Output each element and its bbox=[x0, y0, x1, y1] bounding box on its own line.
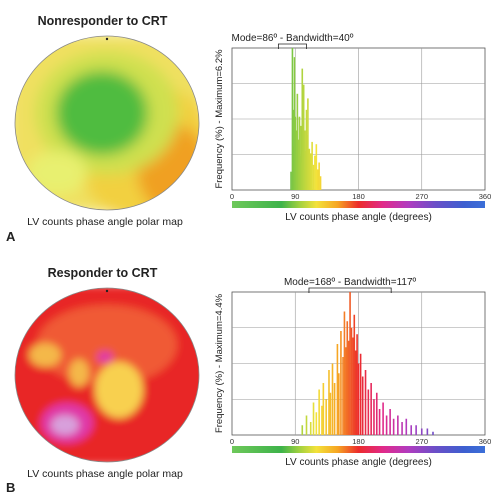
histogram-bar bbox=[331, 363, 334, 435]
x-axis-label: LV counts phase angle (degrees) bbox=[285, 212, 432, 223]
bandwidth-bracket bbox=[277, 43, 307, 49]
phase-color-bar bbox=[232, 201, 485, 208]
histogram-bar bbox=[312, 164, 315, 190]
panel-b: Responder to CRT LV counts phase angle p… bbox=[0, 252, 500, 495]
x-axis-label: LV counts phase angle (degrees) bbox=[285, 457, 432, 468]
histogram-bar bbox=[343, 311, 346, 435]
polar-map-caption: LV counts phase angle polar map bbox=[27, 468, 183, 480]
polar-map-title: Responder to CRT bbox=[47, 266, 158, 280]
histogram-bar bbox=[325, 399, 327, 435]
histogram-bar bbox=[389, 409, 391, 435]
histogram-bar bbox=[356, 334, 358, 435]
histogram-bar bbox=[382, 402, 384, 435]
histogram-bar bbox=[405, 418, 408, 435]
histogram-bar bbox=[352, 337, 354, 435]
histogram-bar bbox=[346, 321, 349, 435]
histogram-bar bbox=[321, 405, 323, 435]
histogram-bar bbox=[385, 415, 388, 435]
x-tick-label: 90 bbox=[291, 192, 299, 201]
mode-bandwidth-annotation: Mode=168º - Bandwidth=117º bbox=[284, 277, 417, 288]
histogram-bar bbox=[328, 370, 330, 435]
histogram-bar bbox=[315, 144, 318, 190]
histogram-bar bbox=[309, 422, 312, 435]
histogram-bar bbox=[432, 431, 434, 435]
histogram-bar bbox=[333, 383, 336, 435]
mode-bandwidth-annotation: Mode=86º - Bandwidth=40º bbox=[232, 33, 354, 44]
polar-map-responder bbox=[14, 287, 200, 463]
y-axis-label: Frequency (%) - Maximum=6.2% bbox=[214, 49, 225, 189]
polar-map-title: Nonresponder to CRT bbox=[37, 14, 168, 28]
phase-color-bar bbox=[232, 446, 485, 453]
histogram-bar bbox=[342, 357, 344, 435]
histogram-nonresponder: 0 90 180 270 360 LV counts phase angle (degre… bbox=[214, 33, 492, 223]
histogram-bar bbox=[397, 415, 399, 435]
histogram-bar bbox=[301, 68, 304, 190]
histogram-bar bbox=[305, 415, 308, 435]
histogram-bar bbox=[349, 292, 351, 435]
x-tick-label: 0 bbox=[230, 192, 234, 201]
histogram-bar bbox=[300, 125, 302, 190]
histogram-bar bbox=[354, 350, 357, 435]
histogram-bar bbox=[307, 98, 309, 190]
bandwidth-bracket bbox=[308, 287, 392, 293]
x-tick-label: 270 bbox=[415, 192, 428, 201]
histogram-bar bbox=[338, 373, 340, 435]
histogram-bar bbox=[347, 340, 350, 435]
histogram-bar bbox=[415, 425, 417, 435]
panel-letter: A bbox=[6, 229, 16, 244]
histogram-bar bbox=[359, 353, 362, 435]
x-tick-label: 180 bbox=[352, 437, 365, 446]
histogram-bar bbox=[426, 428, 429, 435]
histogram-bar bbox=[378, 409, 381, 435]
histogram-bar bbox=[296, 93, 299, 190]
histogram-responder: 0 90 180 270 360 LV counts phase angle (degre… bbox=[214, 277, 492, 468]
histogram-bar bbox=[410, 425, 413, 435]
histogram-bar bbox=[314, 155, 316, 190]
histogram-bar bbox=[319, 176, 322, 190]
histogram-bar bbox=[298, 116, 301, 190]
histogram-bar bbox=[373, 399, 375, 435]
panel-letter: B bbox=[6, 480, 16, 495]
y-axis-label: Frequency (%) - Maximum=4.4% bbox=[214, 293, 225, 433]
x-tick-label: 360 bbox=[479, 437, 492, 446]
histogram-bar bbox=[329, 392, 332, 435]
histogram-bar bbox=[312, 402, 315, 435]
histogram-bar bbox=[308, 148, 311, 190]
histogram-bar bbox=[336, 344, 339, 435]
histogram-bar bbox=[322, 383, 325, 435]
histogram-bar bbox=[420, 428, 423, 435]
histogram-bar bbox=[340, 331, 342, 435]
histogram-bar bbox=[375, 392, 378, 435]
histogram-bar bbox=[401, 422, 403, 435]
histogram-bar bbox=[316, 169, 319, 190]
histogram-bar bbox=[290, 171, 292, 190]
panel-a: Nonresponder to CRT LV counts phase angl… bbox=[0, 0, 500, 245]
x-tick-label: 270 bbox=[415, 437, 428, 446]
histogram-bar bbox=[309, 153, 312, 190]
x-tick-label: 180 bbox=[352, 192, 365, 201]
histogram-bar bbox=[357, 363, 360, 435]
histogram-bar bbox=[302, 84, 305, 190]
histogram-bar bbox=[315, 412, 318, 435]
histogram-bar bbox=[350, 327, 353, 435]
histogram-bar bbox=[361, 376, 364, 435]
histogram-bar bbox=[392, 418, 395, 435]
histogram-bar bbox=[353, 314, 356, 435]
histogram-bar bbox=[370, 383, 372, 435]
x-tick-label: 0 bbox=[230, 437, 234, 446]
histogram-bar bbox=[311, 141, 313, 190]
histogram-bar bbox=[318, 389, 320, 435]
polar-map-nonresponder bbox=[14, 35, 200, 211]
histogram-bar bbox=[301, 425, 304, 435]
histogram-bar bbox=[364, 370, 367, 435]
histogram-bar bbox=[318, 162, 320, 190]
x-tick-label: 360 bbox=[479, 192, 492, 201]
polar-map-caption: LV counts phase angle polar map bbox=[27, 216, 183, 228]
histogram-bar bbox=[345, 347, 347, 435]
x-tick-label: 90 bbox=[291, 437, 299, 446]
histogram-bar bbox=[367, 389, 370, 435]
